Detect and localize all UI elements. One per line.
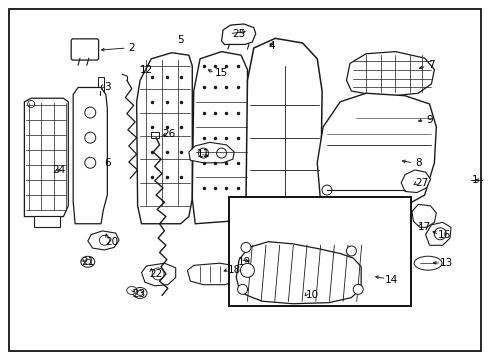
Circle shape <box>419 115 425 121</box>
Polygon shape <box>24 98 68 217</box>
Ellipse shape <box>133 288 147 298</box>
Polygon shape <box>137 53 192 224</box>
Bar <box>151 132 159 138</box>
Text: 25: 25 <box>233 29 246 39</box>
Text: 12: 12 <box>140 64 153 75</box>
Circle shape <box>152 268 164 280</box>
Polygon shape <box>401 170 431 193</box>
Text: 9: 9 <box>426 115 433 125</box>
Text: 3: 3 <box>104 82 111 92</box>
Text: 23: 23 <box>132 289 145 299</box>
Text: 21: 21 <box>81 257 95 267</box>
Circle shape <box>85 132 96 143</box>
Polygon shape <box>353 107 432 129</box>
Text: 6: 6 <box>104 158 111 168</box>
Circle shape <box>198 148 208 158</box>
Circle shape <box>99 235 109 245</box>
Text: 18: 18 <box>228 265 241 275</box>
Text: 14: 14 <box>385 275 398 285</box>
Polygon shape <box>243 257 280 274</box>
Text: 4: 4 <box>269 41 275 50</box>
Circle shape <box>85 157 96 168</box>
Text: 27: 27 <box>415 178 428 188</box>
Polygon shape <box>142 263 176 286</box>
Text: 5: 5 <box>177 35 184 45</box>
Polygon shape <box>88 231 119 250</box>
Text: 20: 20 <box>106 237 119 247</box>
Circle shape <box>322 185 332 195</box>
Circle shape <box>353 284 363 294</box>
Polygon shape <box>221 24 256 44</box>
Circle shape <box>392 115 398 121</box>
Polygon shape <box>189 142 234 163</box>
Ellipse shape <box>81 256 95 267</box>
Polygon shape <box>187 263 244 285</box>
Bar <box>229 197 411 306</box>
Circle shape <box>346 246 356 256</box>
Text: 1: 1 <box>472 175 479 185</box>
Polygon shape <box>34 216 59 226</box>
Circle shape <box>217 148 226 158</box>
Ellipse shape <box>414 256 442 270</box>
Circle shape <box>434 228 446 240</box>
Text: 15: 15 <box>215 68 228 78</box>
Polygon shape <box>73 87 107 224</box>
Circle shape <box>407 115 413 121</box>
Ellipse shape <box>85 259 91 264</box>
Circle shape <box>28 100 35 108</box>
Polygon shape <box>236 242 361 304</box>
FancyBboxPatch shape <box>71 39 98 60</box>
Polygon shape <box>426 222 451 245</box>
Circle shape <box>378 115 384 121</box>
Polygon shape <box>246 39 322 231</box>
Polygon shape <box>192 51 249 224</box>
Text: 26: 26 <box>163 129 176 139</box>
Text: 10: 10 <box>306 291 319 301</box>
Text: 17: 17 <box>418 222 431 232</box>
Text: 24: 24 <box>52 165 65 175</box>
Polygon shape <box>317 93 436 210</box>
Text: 7: 7 <box>428 60 435 70</box>
Text: 2: 2 <box>128 43 135 53</box>
Ellipse shape <box>137 291 143 296</box>
Circle shape <box>241 242 251 252</box>
Ellipse shape <box>127 287 137 294</box>
Circle shape <box>85 107 96 118</box>
Text: 8: 8 <box>415 158 421 168</box>
Circle shape <box>363 115 369 121</box>
Polygon shape <box>412 204 436 227</box>
Circle shape <box>238 284 247 294</box>
Bar <box>98 77 103 91</box>
Polygon shape <box>247 285 374 303</box>
Text: 16: 16 <box>438 230 451 239</box>
Text: 22: 22 <box>149 269 163 279</box>
Circle shape <box>241 264 254 277</box>
Polygon shape <box>346 51 435 97</box>
Text: 13: 13 <box>440 258 453 268</box>
Text: 11: 11 <box>197 149 210 159</box>
Text: 19: 19 <box>237 257 251 267</box>
